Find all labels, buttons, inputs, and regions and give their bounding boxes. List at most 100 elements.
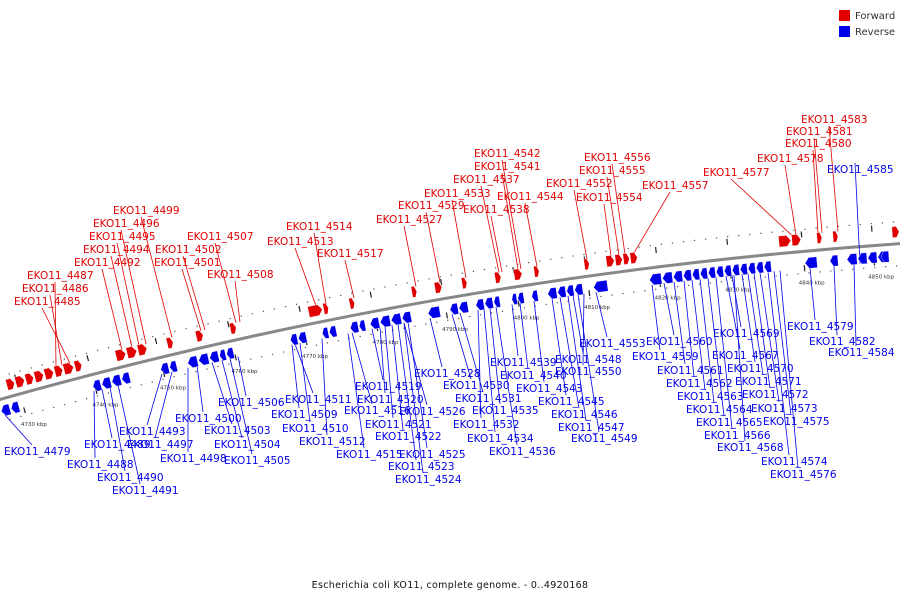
reverse-gene-label: EKO11_4489 xyxy=(84,439,151,451)
guide-dot xyxy=(31,412,33,415)
leader-line xyxy=(477,309,482,419)
scale-tick-label: 4770 kbp xyxy=(302,354,328,360)
forward-gene-label: EKO11_4494 xyxy=(83,244,150,256)
guide-dot xyxy=(870,222,873,225)
forward-gene-label: EKO11_4487 xyxy=(27,270,94,282)
leader-line xyxy=(196,365,204,413)
guide-dot xyxy=(250,358,252,360)
reverse-gene-glyph xyxy=(846,253,858,266)
leader-line xyxy=(747,273,764,376)
reverse-gene-label: EKO11_4562 xyxy=(666,378,733,390)
guide-dot xyxy=(726,236,729,238)
guide-dot xyxy=(173,376,175,378)
reverse-gene-label: EKO11_4576 xyxy=(770,469,837,481)
leader-line xyxy=(715,277,733,430)
reverse-gene-label: EKO11_4500 xyxy=(175,413,242,425)
forward-gene-label: EKO11_4537 xyxy=(453,174,520,186)
leader-line xyxy=(779,270,799,469)
leader-line xyxy=(524,202,538,267)
guide-dot xyxy=(594,252,596,254)
guide-dot xyxy=(251,313,254,315)
reverse-gene-label: EKO11_4534 xyxy=(467,433,534,445)
leader-line xyxy=(182,255,206,331)
forward-gene-label: EKO11_4529 xyxy=(398,200,465,212)
guide-dot xyxy=(862,267,865,270)
forward-gene-glyph xyxy=(322,302,329,315)
reverse-gene-label: EKO11_4532 xyxy=(453,419,520,431)
guide-dot xyxy=(539,260,541,262)
guide-dot xyxy=(395,284,397,286)
forward-gene-label: EKO11_4583 xyxy=(801,114,868,126)
leader-line xyxy=(731,275,742,328)
guide-dot xyxy=(826,226,828,228)
forward-gene-label: EKO11_4538 xyxy=(463,204,530,216)
guide-dot xyxy=(682,241,685,243)
leader-line xyxy=(154,371,173,439)
guide-dot xyxy=(764,276,766,278)
reverse-gene-glyph xyxy=(747,262,756,275)
leader-line xyxy=(577,294,600,433)
forward-gene-glyph xyxy=(125,346,138,359)
scale-tick-label: 4780 kbp xyxy=(373,340,399,346)
forward-gene-glyph xyxy=(24,373,34,386)
reverse-gene-label: EKO11_4563 xyxy=(677,391,744,403)
guide-dot xyxy=(284,305,287,308)
leader-line xyxy=(551,298,567,396)
reverse-gene-glyph xyxy=(427,305,442,319)
leader-line xyxy=(730,178,793,236)
forward-gene-glyph xyxy=(348,297,355,310)
leader-line xyxy=(733,275,746,442)
scale-tick-label: 4810 kbp xyxy=(584,305,610,311)
reverse-gene-glyph xyxy=(390,312,403,326)
leader-line xyxy=(403,225,417,287)
forward-gene-label: EKO11_4502 xyxy=(155,244,222,256)
leader-line xyxy=(567,295,587,422)
guide-dot xyxy=(41,364,43,366)
leader-line xyxy=(109,386,126,472)
reverse-gene-label: EKO11_4511 xyxy=(285,394,352,406)
reverse-gene-glyph xyxy=(475,298,485,311)
leader-line xyxy=(299,343,311,423)
guide-dot xyxy=(572,255,574,257)
guide-dot xyxy=(20,415,22,418)
guide-dot xyxy=(749,233,751,236)
leader-line xyxy=(229,358,253,455)
leader-line xyxy=(397,323,417,461)
leader-line xyxy=(237,356,247,397)
guide-dot xyxy=(184,373,186,375)
guide-dot xyxy=(704,238,707,240)
forward-gene-label: EKO11_4557 xyxy=(642,180,709,192)
guide-dot xyxy=(797,273,799,275)
forward-gene-label: EKO11_4499 xyxy=(113,205,180,217)
scale-tick-label: 4840 kbp xyxy=(799,280,825,286)
reverse-gene-glyph xyxy=(370,317,381,330)
leader-line xyxy=(828,125,839,232)
leader-line xyxy=(480,185,500,273)
guide-dot xyxy=(660,243,663,246)
guide-dot xyxy=(417,280,419,282)
forward-gene-glyph xyxy=(583,258,590,271)
scale-tick-label: 4800 kbp xyxy=(514,315,540,321)
forward-gene-label: EKO11_4517 xyxy=(317,248,384,260)
forward-gene-glyph xyxy=(114,349,127,362)
reverse-gene-glyph xyxy=(493,295,501,308)
guide-dot xyxy=(622,292,624,295)
leader-line xyxy=(691,279,706,391)
guide-dot xyxy=(260,356,263,358)
leader-line xyxy=(559,297,580,409)
leader-line xyxy=(699,278,715,404)
guide-dot xyxy=(804,228,806,230)
leader-line xyxy=(344,259,355,299)
forward-gene-label: EKO11_4580 xyxy=(785,138,852,150)
guide-dot xyxy=(337,340,340,342)
guide-dot xyxy=(760,232,762,235)
guide-dot xyxy=(627,247,629,250)
reverse-gene-glyph xyxy=(379,314,392,328)
guide-dot xyxy=(605,250,607,253)
guide-dot xyxy=(85,352,88,354)
reverse-gene-label: EKO11_4584 xyxy=(828,347,895,359)
leader-line xyxy=(117,384,141,485)
leader-line xyxy=(784,164,797,236)
guide-dot xyxy=(523,307,526,309)
